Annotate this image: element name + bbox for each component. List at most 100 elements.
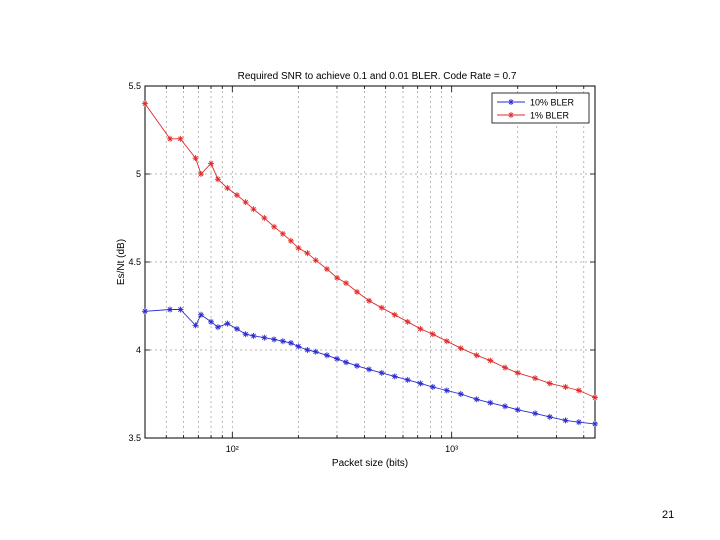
data-point	[250, 206, 257, 213]
data-point-stroke	[458, 391, 464, 397]
data-point	[261, 334, 268, 341]
data-point	[304, 250, 311, 257]
data-point-stroke	[430, 384, 436, 390]
data-point-stroke	[576, 419, 582, 425]
data-point-stroke	[261, 215, 267, 221]
data-point	[323, 352, 330, 359]
data-point-stroke	[366, 366, 372, 372]
data-point-stroke	[430, 331, 436, 337]
data-point-stroke	[343, 280, 349, 286]
data-point-stroke	[198, 171, 204, 177]
data-point-stroke	[343, 359, 349, 365]
data-point	[514, 406, 521, 413]
data-point	[514, 369, 521, 376]
data-point	[214, 176, 221, 183]
data-point-stroke	[295, 245, 301, 251]
data-point	[404, 318, 411, 325]
data-point-stroke	[379, 370, 385, 376]
data-point	[250, 332, 257, 339]
data-point	[575, 419, 582, 426]
data-point-stroke	[563, 417, 568, 423]
data-point	[142, 100, 148, 107]
data-point-stroke	[234, 192, 240, 198]
data-point-stroke	[532, 410, 538, 416]
data-point	[508, 99, 514, 105]
data-point	[343, 359, 350, 366]
data-point-stroke	[392, 373, 398, 379]
data-point	[233, 325, 240, 332]
data-point-stroke	[324, 352, 330, 358]
data-point-stroke	[508, 99, 514, 105]
y-tick-label: 3.5	[128, 433, 141, 443]
data-point-stroke	[324, 266, 330, 272]
data-point	[546, 380, 553, 387]
data-point-stroke	[177, 307, 183, 312]
data-point	[224, 320, 231, 327]
data-point	[487, 357, 494, 364]
data-point-stroke	[354, 289, 360, 295]
data-point	[378, 369, 385, 376]
series-bler-1	[142, 100, 598, 401]
data-point-stroke	[208, 319, 214, 325]
data-point	[198, 171, 205, 177]
x-tick-label: 10³	[445, 444, 458, 454]
data-point-stroke	[193, 322, 198, 328]
data-point-stroke	[474, 396, 480, 402]
data-point-stroke	[502, 365, 508, 371]
data-point	[502, 403, 509, 410]
data-point-stroke	[167, 307, 173, 312]
data-point-stroke	[515, 370, 521, 376]
data-point	[208, 318, 215, 325]
data-point-stroke	[243, 331, 249, 337]
legend: 10% BLER 1% BLER	[491, 92, 590, 124]
legend-label: 10% BLER	[530, 98, 575, 108]
data-point-stroke	[215, 176, 221, 182]
data-point	[443, 387, 450, 394]
data-point-stroke	[305, 250, 310, 256]
y-tick-label: 5.5	[128, 81, 141, 91]
data-point	[487, 399, 494, 406]
data-point-stroke	[405, 319, 411, 325]
data-point	[473, 396, 480, 403]
data-point-stroke	[295, 344, 301, 349]
data-point-stroke	[243, 199, 249, 205]
data-point-stroke	[532, 375, 538, 381]
data-point	[279, 230, 286, 237]
data-point	[333, 274, 340, 281]
data-point-stroke	[563, 384, 568, 390]
data-point-stroke	[502, 403, 508, 409]
data-point	[271, 223, 278, 230]
y-tick-label: 5	[136, 169, 141, 179]
data-point	[343, 280, 350, 287]
data-point-stroke	[334, 356, 340, 362]
data-point	[214, 324, 221, 331]
data-point-stroke	[305, 347, 310, 353]
data-point	[391, 311, 398, 318]
data-point-stroke	[354, 363, 360, 369]
data-point	[404, 376, 411, 383]
data-point-stroke	[417, 326, 423, 332]
data-point-stroke	[280, 231, 286, 237]
data-point-stroke	[444, 338, 450, 344]
data-point	[233, 192, 240, 199]
data-point	[295, 244, 302, 251]
y-tick-label: 4	[136, 345, 141, 355]
series	[142, 100, 598, 427]
data-point	[366, 297, 373, 304]
data-point-stroke	[224, 185, 230, 191]
data-point	[443, 338, 450, 345]
data-point-stroke	[288, 238, 294, 244]
data-point	[378, 304, 385, 311]
data-point	[366, 366, 373, 373]
data-point-stroke	[487, 358, 493, 363]
data-point	[224, 185, 231, 192]
data-point	[391, 373, 398, 380]
data-point	[279, 338, 286, 345]
data-point	[592, 394, 598, 401]
data-point	[142, 308, 148, 315]
legend-box	[491, 92, 590, 124]
data-point-stroke	[405, 377, 411, 383]
data-point	[312, 257, 319, 264]
